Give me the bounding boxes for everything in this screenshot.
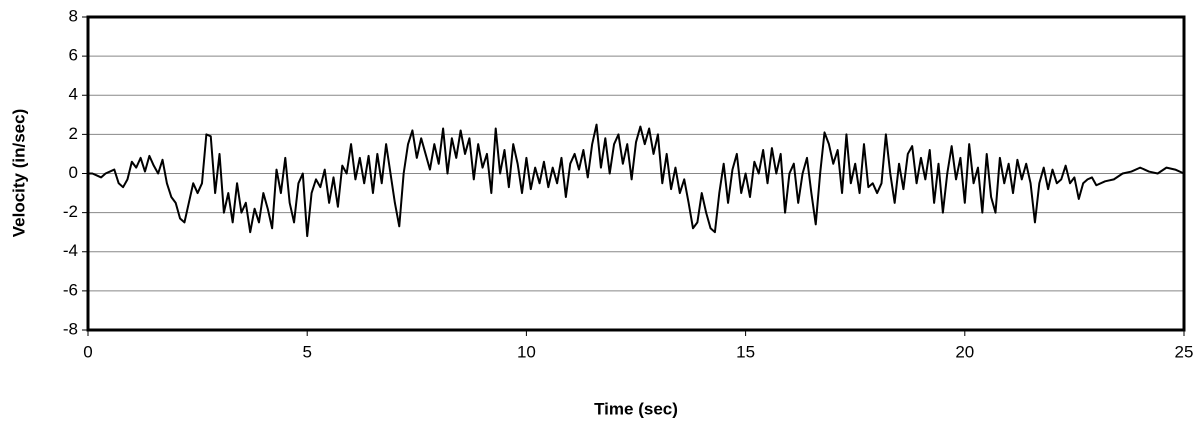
y-tick-label: -2 (63, 202, 78, 221)
plot-frame (86, 15, 1186, 332)
y-tick-label: 6 (69, 46, 78, 65)
data-line (88, 123, 1185, 238)
x-tick-label: 0 (83, 342, 92, 361)
y-axis-title: Velocity (in/sec) (9, 109, 28, 238)
y-tick-label: 2 (69, 124, 78, 143)
y-tick-label: -6 (63, 280, 78, 299)
y-tick-label: -4 (63, 241, 78, 260)
y-tick-label: 0 (69, 163, 78, 182)
x-tick-label: 5 (302, 342, 311, 361)
x-tick-label: 20 (955, 342, 974, 361)
x-axis-title: Time (sec) (594, 399, 678, 418)
y-tick-label: 8 (69, 6, 78, 25)
x-tick-label: 25 (1175, 342, 1194, 361)
y-tick-label: -8 (63, 319, 78, 338)
x-tick-label: 10 (517, 342, 536, 361)
y-tick-label: 4 (69, 85, 78, 104)
x-tick-label: 15 (736, 342, 755, 361)
